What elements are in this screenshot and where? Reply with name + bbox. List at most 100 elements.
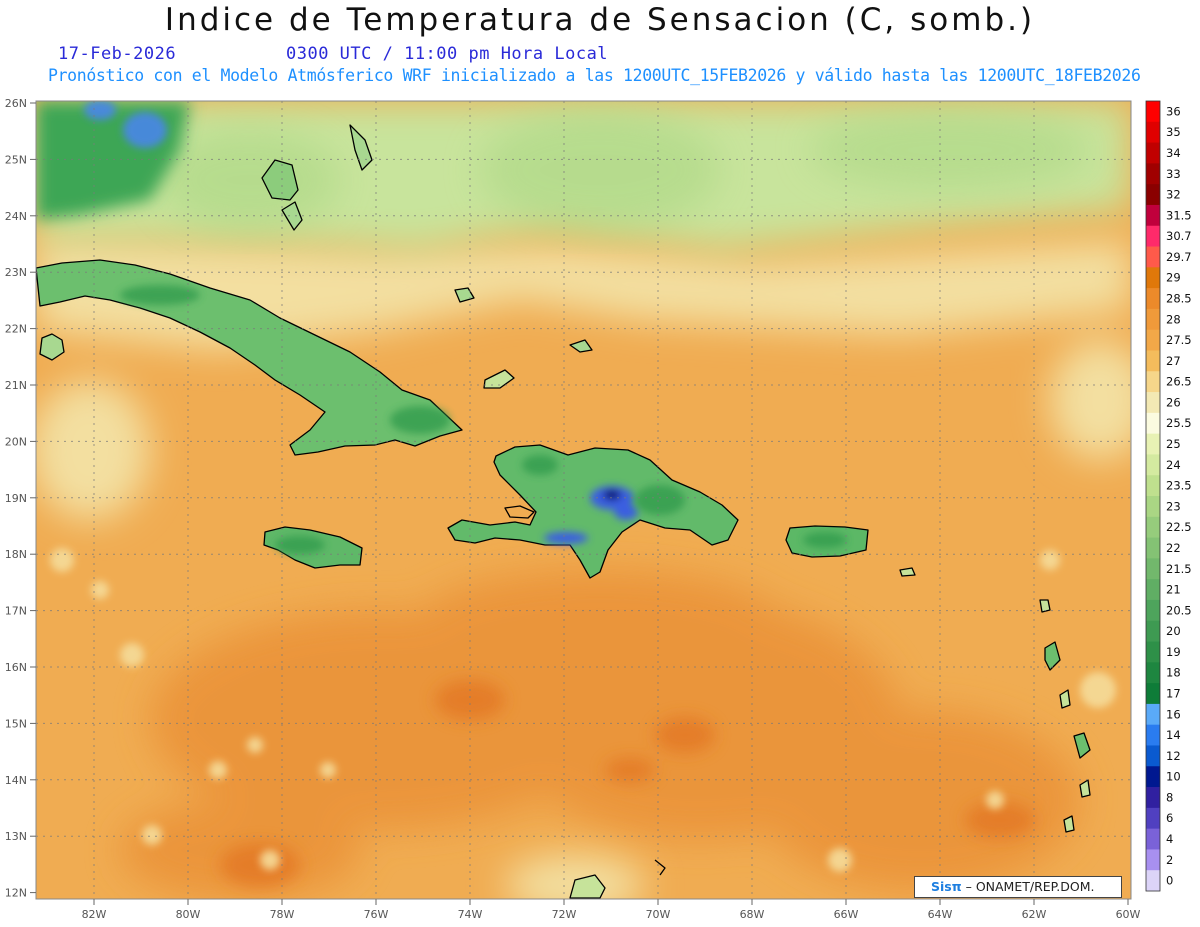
colorbar-swatch (1146, 350, 1160, 372)
lat-label: 26N (5, 97, 27, 110)
credit-text: – ONAMET/REP.DOM. (961, 879, 1095, 894)
colorbar-label: 30.7 (1166, 229, 1192, 243)
colorbar-label: 31.5 (1166, 208, 1192, 222)
colorbar-swatch (1146, 433, 1160, 455)
lon-label: 66W (834, 908, 859, 921)
lat-label: 14N (5, 774, 27, 787)
colorbar-swatch (1146, 204, 1160, 227)
lat-label: 24N (5, 210, 27, 223)
colorbar-label: 26 (1166, 395, 1181, 409)
forecast-time: 0300 UTC / 11:00 pm Hora Local (286, 44, 609, 64)
colorbar-label: 20.5 (1166, 603, 1192, 617)
colorbar-label: 21.5 (1166, 562, 1192, 576)
colorbar-swatch (1146, 496, 1160, 518)
colorbar-swatch (1146, 475, 1160, 497)
colorbar-swatch (1146, 766, 1160, 788)
forecast-description: Pronóstico con el Modelo Atmósferico WRF… (48, 66, 1141, 85)
colorbar-swatch (1146, 787, 1160, 809)
colorbar-label: 2 (1166, 853, 1173, 867)
colorbar-swatch (1146, 745, 1160, 767)
colorbar-label: 0 (1166, 874, 1173, 888)
colorbar-swatch (1146, 267, 1160, 289)
colorbar-swatch (1146, 558, 1160, 580)
colorbar-label: 23.5 (1166, 479, 1192, 493)
lat-label: 15N (5, 717, 27, 730)
gonave (504, 505, 535, 519)
colorbar-swatch (1146, 184, 1160, 206)
colorbar-swatch (1146, 163, 1160, 185)
colorbar-swatch (1146, 308, 1160, 331)
colorbar-swatch (1146, 121, 1160, 143)
lon-label: 80W (176, 908, 201, 921)
colorbar-swatch (1146, 599, 1160, 622)
colorbar-label: 21 (1166, 583, 1181, 597)
colorbar-label: 29 (1166, 271, 1181, 285)
colorbar-swatch (1146, 246, 1160, 268)
lat-label: 21N (5, 379, 27, 392)
colorbar-swatch (1146, 579, 1160, 601)
colorbar-label: 29.7 (1166, 250, 1192, 264)
lon-label: 64W (928, 908, 953, 921)
lon-label: 60W (1116, 908, 1141, 921)
lon-label: 74W (458, 908, 483, 921)
colorbar-label: 22 (1166, 541, 1181, 555)
colorbar-label: 18 (1166, 666, 1181, 680)
colorbar-label: 35 (1166, 125, 1181, 139)
lat-label: 13N (5, 830, 27, 843)
colorbar-label: 25.5 (1166, 416, 1192, 430)
isla-de-la-juventud (39, 333, 65, 361)
lat-label: 19N (5, 492, 27, 505)
colorbar-label: 26.5 (1166, 375, 1192, 389)
colorbar-label: 25 (1166, 437, 1181, 451)
lat-label: 25N (5, 153, 27, 166)
colorbar-label: 24 (1166, 458, 1181, 472)
colorbar-swatch (1146, 371, 1160, 393)
lat-label: 20N (5, 435, 27, 448)
lat-label: 16N (5, 661, 27, 674)
lon-label: 78W (270, 908, 295, 921)
colorbar-label: 14 (1166, 728, 1181, 742)
colorbar-swatch (1146, 516, 1160, 538)
colorbar-label: 6 (1166, 811, 1173, 825)
colorbar-label: 4 (1166, 832, 1173, 846)
colorbar-swatch (1146, 142, 1160, 164)
colorbar-swatch (1146, 329, 1160, 351)
colorbar: 363534333231.530.729.72928.52827.52726.5… (1145, 100, 1192, 892)
colorbar-swatch (1146, 288, 1160, 310)
colorbar-swatch (1146, 537, 1160, 559)
temperature-field (36, 101, 1131, 899)
colorbar-swatch (1146, 724, 1160, 746)
colorbar-swatch (1146, 641, 1160, 663)
colorbar-swatch (1146, 225, 1160, 247)
lat-label: 17N (5, 605, 27, 618)
colorbar-label: 33 (1166, 167, 1181, 181)
credit-brand: Sisπ (931, 879, 962, 894)
colorbar-swatch (1146, 454, 1160, 476)
colorbar-label: 28.5 (1166, 292, 1192, 306)
colorbar-swatch (1146, 412, 1160, 435)
colorbar-label: 20 (1166, 624, 1181, 638)
lon-label: 62W (1022, 908, 1047, 921)
forecast-date: 17-Feb-2026 (58, 44, 177, 64)
colorbar-swatch (1146, 683, 1160, 705)
colorbar-swatch (1146, 662, 1160, 684)
colorbar-label: 28 (1166, 312, 1181, 326)
colorbar-label: 32 (1166, 188, 1181, 202)
colorbar-label: 27 (1166, 354, 1181, 368)
colorbar-swatch (1146, 807, 1160, 830)
lat-label: 18N (5, 548, 27, 561)
map-frame (35, 100, 1132, 900)
lon-label: 76W (364, 908, 389, 921)
credit-box: Sisπ – ONAMET/REP.DOM. (914, 876, 1122, 898)
longitude-labels: 82W 80W 78W 76W 74W 72W 70W 68W 66W 64W 62W 60W (82, 899, 1141, 921)
colorbar-swatch (1146, 620, 1160, 642)
colorbar-label: 23 (1166, 499, 1181, 513)
lat-label: 23N (5, 266, 27, 279)
colorbar-swatch (1146, 101, 1160, 123)
colorbar-swatch (1146, 392, 1160, 414)
colorbar-swatch (1146, 828, 1160, 850)
colorbar-frame (1145, 100, 1161, 892)
colorbar-swatch (1146, 870, 1160, 892)
colorbar-label: 17 (1166, 687, 1181, 701)
cuba (36, 259, 463, 456)
